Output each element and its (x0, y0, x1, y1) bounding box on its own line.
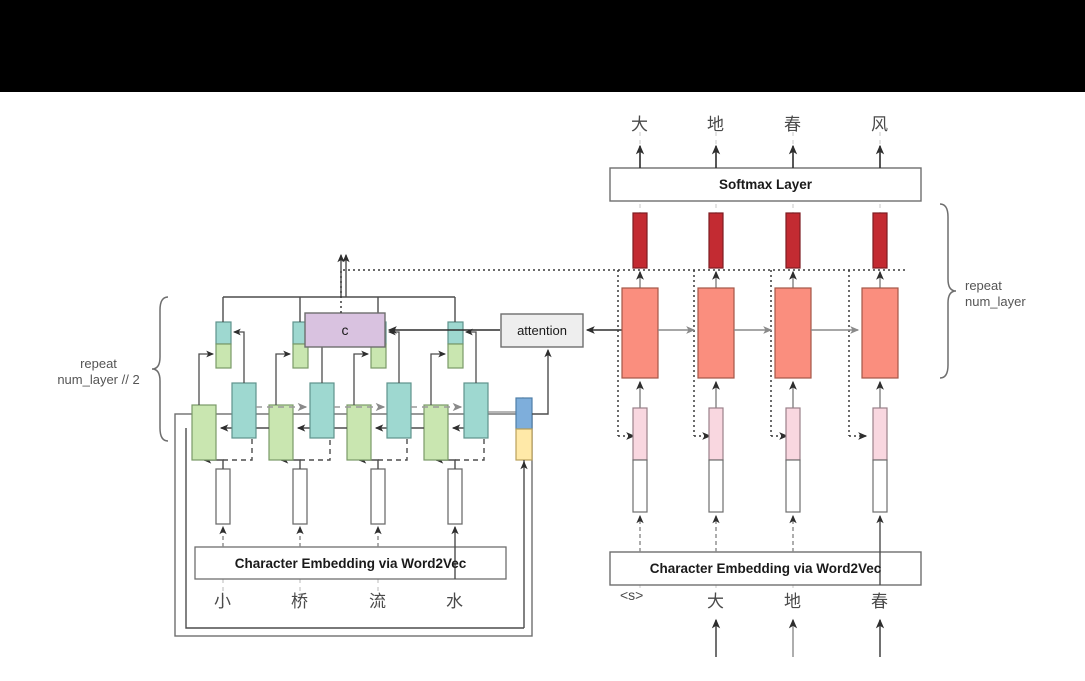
encoder-green-to-concat (198, 350, 447, 405)
encoder-concat-bus (222, 253, 456, 322)
decoder-repeat-label-line1: repeat (965, 278, 1002, 293)
encoder-embedding-cells (215, 468, 463, 525)
decoder-rnn-cells (621, 287, 899, 379)
attention-label: attention (517, 323, 567, 338)
decoder-repeat-label-line2: num_layer (965, 294, 1026, 310)
decoder-repeat-brace (939, 203, 957, 379)
decoder-embedding-box (609, 551, 922, 586)
encoder-input-bridges-dashed (223, 438, 485, 461)
decoder-output-char-1: 地 (707, 115, 724, 135)
softmax-layer-label: Softmax Layer (718, 177, 813, 192)
decoder-teacher-forcing-arrows (711, 618, 885, 657)
encoder-left-return (185, 428, 524, 629)
encoder-repeat-brace (151, 296, 169, 442)
decoder-output-char-3: 风 (871, 115, 888, 135)
decoder-embedding-label: Character Embedding via Word2Vec (649, 561, 882, 576)
letterbox-top (0, 0, 1085, 92)
encoder-state-box (515, 397, 533, 461)
decoder-input-char-3: 春 (871, 592, 888, 612)
decoder-output-bars (632, 212, 888, 269)
diagram-canvas: Character Embedding via Word2Vec Charact… (0, 92, 1085, 681)
encoder-backward-cells (191, 404, 449, 461)
decoder-input-char-2: 地 (784, 592, 801, 612)
encoder-input-bridges (202, 456, 456, 469)
context-vector-label: c (341, 322, 349, 338)
encoder-repeat-label-line2: num_layer // 2 (57, 372, 140, 388)
encoder-input-char-0: 小 (214, 592, 231, 612)
context-vector-box (304, 312, 386, 348)
encoder-input-char-2: 流 (369, 592, 386, 612)
softmax-output-arrows (635, 144, 885, 168)
softmax-layer-box (609, 167, 922, 202)
encoder-embedding-box (194, 546, 507, 580)
attention-box (500, 313, 584, 348)
decoder-embedding-cells (632, 407, 888, 513)
encoder-input-char-1: 桥 (291, 592, 308, 612)
encoder-forward-cells (231, 382, 489, 439)
encoder-repeat-label-line1: repeat (80, 356, 117, 371)
decoder-output-char-2: 春 (784, 115, 801, 135)
diagram-vector-layer (151, 132, 957, 657)
decoder-input-char-0: <s> (620, 587, 644, 603)
decoder-output-char-0: 大 (631, 115, 648, 135)
decoder-embed-to-cell-arrows (636, 380, 884, 408)
decoder-embedding-arrows (636, 514, 884, 585)
decoder-input-char-1: 大 (707, 592, 724, 612)
encoder-state-to-attention (532, 348, 552, 415)
encoder-embedding-label: Character Embedding via Word2Vec (234, 555, 467, 571)
encoder-input-char-3: 水 (446, 592, 463, 612)
decoder-cell-to-output-arrows (636, 270, 884, 288)
encoder-embedding-arrows (219, 525, 459, 579)
